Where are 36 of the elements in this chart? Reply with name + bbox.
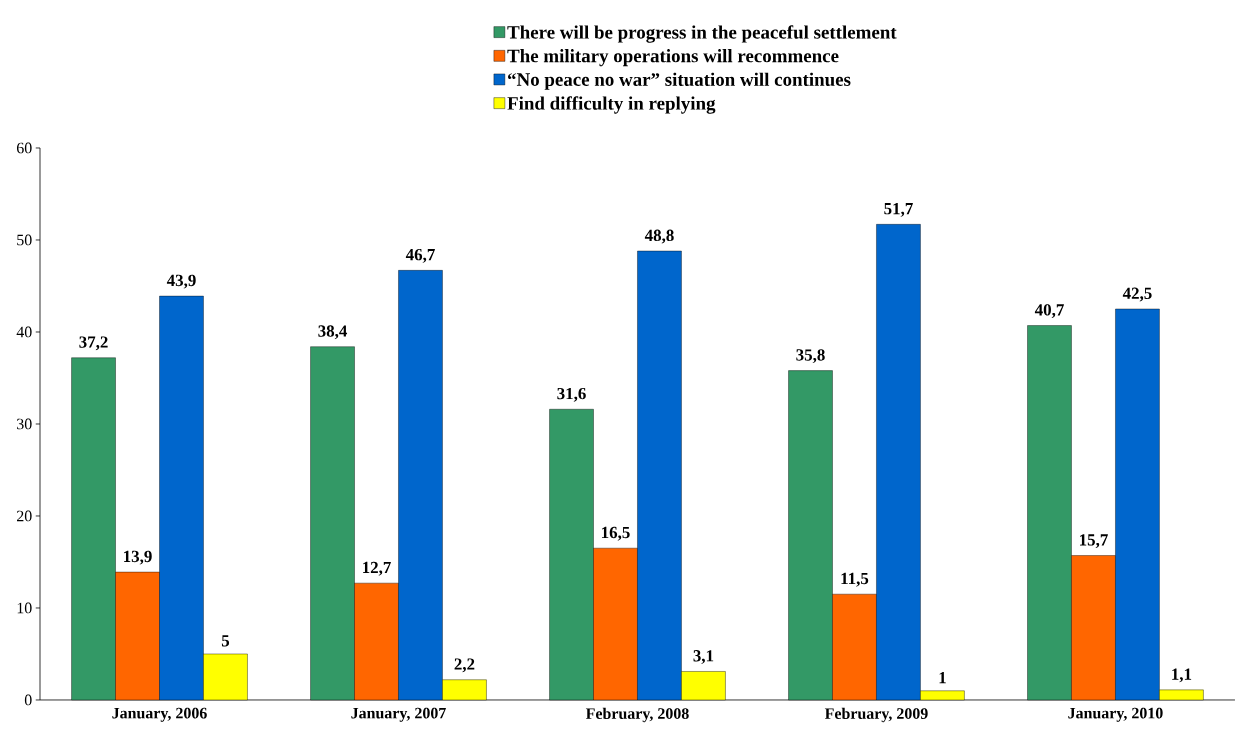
- y-tick-label: 60: [16, 142, 32, 154]
- y-tick-label: 0: [24, 694, 32, 706]
- data-label: 5: [221, 635, 230, 647]
- x-tick-label: January, 2007: [351, 707, 446, 722]
- x-tick-label: February, 2008: [585, 707, 689, 723]
- y-tick-label: 10: [17, 602, 32, 614]
- data-label: 2,2: [454, 658, 475, 673]
- data-label: 13,9: [124, 550, 152, 565]
- data-label: 31,6: [557, 387, 586, 402]
- data-label: 40,7: [1034, 304, 1064, 319]
- data-label: 16,5: [602, 526, 630, 541]
- legend-label: The military operations will recommence: [507, 49, 839, 67]
- data-label: 35,8: [796, 349, 825, 364]
- y-tick-label: 40: [16, 326, 32, 338]
- data-label: 38,4: [318, 325, 348, 340]
- data-label: 43,9: [166, 274, 196, 289]
- data-label: 11,5: [841, 572, 869, 587]
- data-label: 37,2: [79, 336, 108, 351]
- data-label: 12,7: [363, 561, 391, 576]
- data-label: 51,7: [884, 203, 913, 217]
- data-label: 46,7: [405, 248, 435, 263]
- data-label: 42,5: [1122, 287, 1152, 302]
- y-tick-label: 20: [17, 510, 32, 522]
- y-tick-label: 30: [17, 418, 32, 430]
- x-tick-label: February, 2009: [824, 707, 928, 723]
- y-tick-label: 50: [17, 234, 32, 246]
- x-tick-label: January, 2010: [1068, 707, 1163, 722]
- data-label: 48,8: [644, 229, 674, 244]
- x-tick-label: January, 2006: [112, 707, 207, 722]
- legend-label: “No peace no war” situation will continues: [508, 72, 851, 90]
- data-label: 1: [939, 672, 946, 684]
- data-label: 1,1: [1172, 668, 1192, 683]
- legend-label: Find difficulty in replying: [507, 96, 716, 114]
- legend-label: There will be progress in the peaceful settlement: [507, 25, 897, 43]
- data-label: 3,1: [693, 650, 714, 664]
- data-label: 15,7: [1080, 534, 1108, 549]
